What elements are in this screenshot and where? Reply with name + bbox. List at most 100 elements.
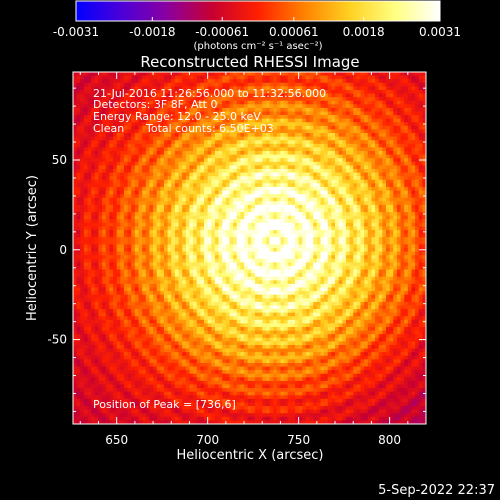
heatmap-cell [280,190,285,195]
heatmap-cell [338,237,343,242]
heatmap-cell [294,89,300,95]
heatmap-cell [411,201,416,206]
heatmap-cell [291,151,296,156]
heatmap-cell [247,133,252,138]
heatmap-cell [116,107,121,113]
heatmap-cell [222,212,227,217]
heatmap-cell [251,244,256,249]
heatmap-cell [385,125,391,131]
heatmap-cell [254,86,260,91]
heatmap-cell [160,72,165,77]
heatmap-cell [342,237,347,242]
heatmap-cell [87,158,92,163]
heatmap-cell [244,151,249,156]
heatmap-cell [411,194,416,199]
heatmap-cell [240,97,245,102]
heatmap-cell [302,82,307,87]
heatmap-cell [276,72,282,77]
heatmap-cell [324,222,329,228]
heatmap-cell [244,133,249,138]
heatmap-cell [127,251,132,256]
heatmap-cell [240,222,245,228]
heatmap-cell [204,237,209,242]
heatmap-cell [356,79,362,84]
heatmap-cell [200,115,205,120]
heatmap-cell [193,204,198,210]
heatmap-cell [105,197,110,202]
heatmap-cell [389,179,394,184]
heatmap-cell [189,240,194,246]
heatmap-cell [276,104,282,109]
heatmap-cell [378,190,383,195]
heatmap-cell [269,244,274,249]
heatmap-cell [214,129,220,134]
heatmap-cell [258,158,263,163]
heatmap-cell [364,226,369,231]
heatmap-cell [389,208,394,213]
heatmap-cell [269,140,274,145]
heatmap-cell [415,204,420,210]
heatmap-cell [233,226,238,231]
heatmap-cell [123,115,129,120]
heatmap-cell [342,151,347,156]
heatmap-cell [131,222,136,228]
heatmap-cell [138,75,143,80]
heatmap-cell [302,233,307,238]
heatmap-cell [418,118,423,123]
heatmap-cell [240,172,245,177]
heatmap-cell [247,194,252,199]
heatmap-cell [298,219,303,224]
heatmap-cell [393,97,398,102]
heatmap-cell [276,154,282,159]
heatmap-cell [269,172,274,177]
heatmap-cell [415,143,420,149]
heatmap-cell [142,230,147,235]
heatmap-cell [189,111,194,116]
heatmap-cell [76,212,81,217]
heatmap-cell [229,240,234,246]
heatmap-cell [102,226,107,231]
heatmap-cell [200,125,205,131]
heatmap-cell [214,244,220,249]
heatmap-cell [258,208,263,213]
heatmap-cell [269,197,274,202]
heatmap-cell [105,118,110,123]
heatmap-cell [193,136,198,141]
heatmap-cell [364,100,369,105]
heatmap-cell [291,168,296,174]
heatmap-cell [233,104,238,109]
heatmap-cell [138,115,143,120]
heatmap-cell [367,194,373,199]
heatmap-cell [222,104,227,109]
heatmap-cell [262,233,267,238]
heatmap-cell [207,194,212,199]
heatmap-cell [415,147,420,152]
heatmap-cell [309,248,314,253]
heatmap-cell [367,219,373,224]
heatmap-cell [327,215,332,220]
heatmap-cell [335,140,340,145]
heatmap-cell [294,204,300,210]
heatmap-cell [393,204,398,210]
heatmap-cell [236,140,242,145]
heatmap-cell [254,89,260,95]
heatmap-cell [120,197,125,202]
heatmap-cell [109,204,114,210]
heatmap-cell [207,89,212,95]
heatmap-cell [335,190,340,195]
heatmap-cell [382,240,387,246]
heatmap-cell [389,72,394,77]
heatmap-cell [218,107,223,113]
heatmap-cell [404,215,409,220]
heatmap-cell [120,129,125,134]
heatmap-cell [142,75,147,80]
heatmap-cell [233,89,238,95]
heatmap-cell [80,251,85,256]
heatmap-cell [182,208,187,213]
heatmap-cell [218,111,223,116]
heatmap-cell [273,230,278,235]
heatmap-cell [138,136,143,141]
heatmap-cell [127,115,132,120]
heatmap-cell [422,115,426,120]
heatmap-cell [178,190,183,195]
